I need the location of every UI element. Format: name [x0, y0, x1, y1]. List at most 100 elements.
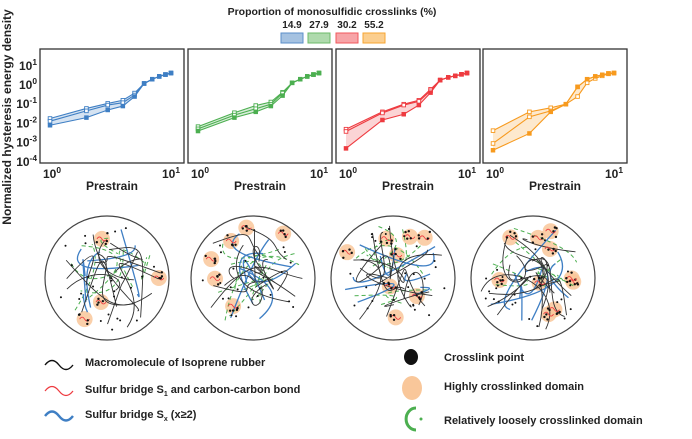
macromolecule-chain	[374, 249, 428, 287]
chart-panel-3: 100 101 Prestrain	[335, 48, 481, 193]
crosslink-point	[99, 319, 102, 322]
crosslink-point	[428, 314, 431, 317]
crosslink-point	[540, 276, 543, 279]
macromolecule-chain	[397, 254, 442, 308]
data-point	[380, 117, 385, 123]
crosslink-point	[87, 275, 90, 278]
crosslink-point	[552, 230, 555, 233]
legend-sx: Sulfur bridge Sx (x≥2)	[85, 409, 197, 423]
crosslink-point	[350, 251, 353, 255]
crosslink-point	[546, 264, 549, 267]
crosslink-point	[566, 280, 569, 284]
loose-crosslinked-chain	[353, 294, 398, 305]
crosslink-point	[492, 298, 495, 301]
data-point	[105, 102, 110, 108]
legend-s1-sub: 1	[164, 391, 168, 398]
crosslink-point	[78, 313, 81, 316]
legend-highly: Highly crosslinked domain	[444, 381, 584, 393]
network-boundary	[470, 215, 596, 341]
crosslink-point	[259, 287, 262, 290]
data-point	[563, 101, 569, 107]
crosslink-point	[64, 244, 67, 247]
crosslink-point	[228, 309, 232, 312]
crosslink-point	[501, 275, 504, 278]
crosslink-point	[219, 244, 222, 247]
plot-frame	[39, 48, 185, 164]
data-point	[490, 141, 496, 146]
crosslink-point-icon	[404, 349, 418, 365]
sulfur-bridge-sx	[238, 252, 264, 304]
macromolecule-chain	[98, 239, 134, 281]
macromolecule-chain	[366, 273, 433, 297]
crosslink-point	[514, 235, 518, 238]
y-tick-10^-1: 10-1	[16, 95, 37, 111]
crosslink-point	[288, 300, 291, 303]
crosslink-point	[201, 279, 204, 282]
crosslink-point	[232, 267, 235, 270]
data-point	[84, 115, 89, 120]
x-tick-10^0: 100	[43, 165, 61, 181]
crosslink-point	[403, 235, 406, 238]
macromolecule-chain	[262, 259, 274, 290]
crosslink-point	[545, 313, 548, 316]
data-point	[105, 107, 110, 113]
crosslink-point	[528, 318, 531, 321]
crosslink-point	[390, 242, 393, 245]
crosslink-point	[415, 245, 418, 248]
crosslink-point	[443, 287, 446, 290]
crosslink-point	[214, 259, 217, 263]
network-diagram-4	[470, 215, 596, 341]
crosslink-point	[231, 309, 235, 312]
crosslink-point	[101, 299, 105, 303]
crosslink-point	[213, 257, 216, 260]
crosslink-point	[130, 286, 133, 289]
crosslink-point	[556, 301, 559, 304]
data-point	[600, 72, 605, 78]
macromolecule-chain	[509, 234, 559, 285]
plot-frame	[482, 48, 628, 164]
data-point	[446, 75, 451, 80]
data-point	[611, 70, 617, 76]
crosslink-point	[141, 275, 144, 278]
crosslink-point	[570, 271, 573, 274]
crosslink-point	[152, 265, 155, 268]
crosslink-point	[86, 322, 89, 326]
network-boundary	[44, 215, 170, 341]
chart-panel-2: 100 101 Prestrain	[187, 48, 333, 193]
macromolecule-chain	[118, 263, 159, 328]
macromolecule-chain	[378, 255, 394, 280]
crosslink-point	[279, 229, 282, 232]
crosslink-point	[415, 294, 418, 297]
data-point	[163, 72, 168, 77]
crosslink-point	[565, 277, 568, 280]
crosslink-point	[219, 281, 222, 284]
legend-label-27.9: 27.9	[309, 20, 329, 31]
sulfur-bridge-sx	[76, 248, 139, 270]
crosslink-point	[78, 298, 81, 301]
network-boundary	[330, 215, 456, 341]
crosslink-point	[221, 297, 224, 300]
series-line-3	[197, 72, 320, 132]
data-point	[584, 76, 590, 82]
crosslink-point	[95, 240, 99, 244]
series-line-2	[492, 72, 615, 144]
legend-sx-prefix: Sulfur bridge S	[85, 409, 164, 421]
loose-crosslinked-chain	[70, 263, 118, 280]
crosslink-point	[394, 286, 397, 289]
data-point	[575, 94, 580, 99]
data-point	[401, 111, 406, 117]
data-point	[47, 123, 53, 128]
crosslink-point	[488, 290, 491, 293]
crosslink-point	[569, 284, 572, 287]
x-axis-label: Prestrain	[382, 179, 434, 193]
loose-crosslinked-chain	[222, 243, 282, 259]
crosslink-point	[119, 319, 122, 322]
data-point	[459, 72, 464, 77]
macromolecule-chain	[81, 260, 118, 313]
crosslink-point	[244, 259, 247, 262]
crosslink-point	[390, 287, 393, 290]
macromolecule-chain	[94, 256, 161, 274]
crosslink-point	[413, 308, 416, 311]
sulfur-bridge-s1	[404, 234, 416, 240]
crosslink-point	[341, 250, 345, 253]
